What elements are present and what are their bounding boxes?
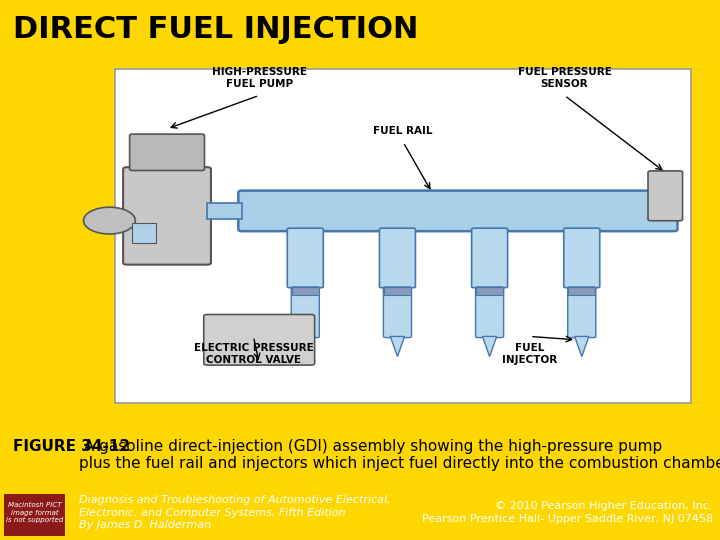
FancyBboxPatch shape bbox=[648, 171, 683, 221]
Bar bbox=[476, 287, 503, 295]
Bar bbox=[207, 202, 242, 219]
Text: Diagnosis and Troubleshooting of Automotive Electrical,
Electronic, and Computer: Diagnosis and Troubleshooting of Automot… bbox=[79, 495, 391, 530]
Text: Macintosh PICT
image format
is not supported: Macintosh PICT image format is not suppo… bbox=[6, 502, 63, 523]
Bar bbox=[132, 222, 156, 242]
Text: DIRECT FUEL INJECTION: DIRECT FUEL INJECTION bbox=[13, 15, 418, 44]
Bar bbox=[4, 494, 65, 536]
Polygon shape bbox=[390, 336, 405, 356]
Text: FIGURE 34-12: FIGURE 34-12 bbox=[13, 439, 130, 454]
Bar bbox=[568, 287, 595, 295]
Bar bbox=[384, 287, 411, 295]
FancyBboxPatch shape bbox=[568, 287, 596, 338]
FancyBboxPatch shape bbox=[287, 228, 323, 288]
FancyBboxPatch shape bbox=[238, 191, 678, 231]
Text: HIGH-PRESSURE
FUEL PUMP: HIGH-PRESSURE FUEL PUMP bbox=[212, 67, 307, 89]
Text: FUEL PRESSURE
SENSOR: FUEL PRESSURE SENSOR bbox=[518, 67, 611, 89]
Polygon shape bbox=[575, 336, 589, 356]
FancyBboxPatch shape bbox=[564, 228, 600, 288]
Polygon shape bbox=[298, 336, 312, 356]
Text: FUEL RAIL: FUEL RAIL bbox=[374, 126, 433, 136]
FancyBboxPatch shape bbox=[383, 287, 412, 338]
FancyBboxPatch shape bbox=[204, 314, 315, 365]
FancyBboxPatch shape bbox=[123, 167, 211, 265]
FancyBboxPatch shape bbox=[475, 287, 504, 338]
Bar bbox=[115, 69, 691, 403]
Text: A gasoline direct-injection (GDI) assembly showing the high-pressure pump
plus t: A gasoline direct-injection (GDI) assemb… bbox=[79, 439, 720, 471]
FancyBboxPatch shape bbox=[379, 228, 415, 288]
Circle shape bbox=[84, 207, 135, 234]
FancyBboxPatch shape bbox=[472, 228, 508, 288]
Polygon shape bbox=[482, 336, 497, 356]
Text: FUEL
INJECTOR: FUEL INJECTOR bbox=[503, 343, 557, 364]
Bar bbox=[292, 287, 319, 295]
FancyBboxPatch shape bbox=[291, 287, 319, 338]
Text: © 2010 Pearson Higher Education, Inc.
Pearson Prentice Hall- Upper Saddle River,: © 2010 Pearson Higher Education, Inc. Pe… bbox=[422, 501, 713, 524]
Text: ELECTRIC PRESSURE
CONTROL VALVE: ELECTRIC PRESSURE CONTROL VALVE bbox=[194, 343, 313, 364]
FancyBboxPatch shape bbox=[130, 134, 204, 171]
